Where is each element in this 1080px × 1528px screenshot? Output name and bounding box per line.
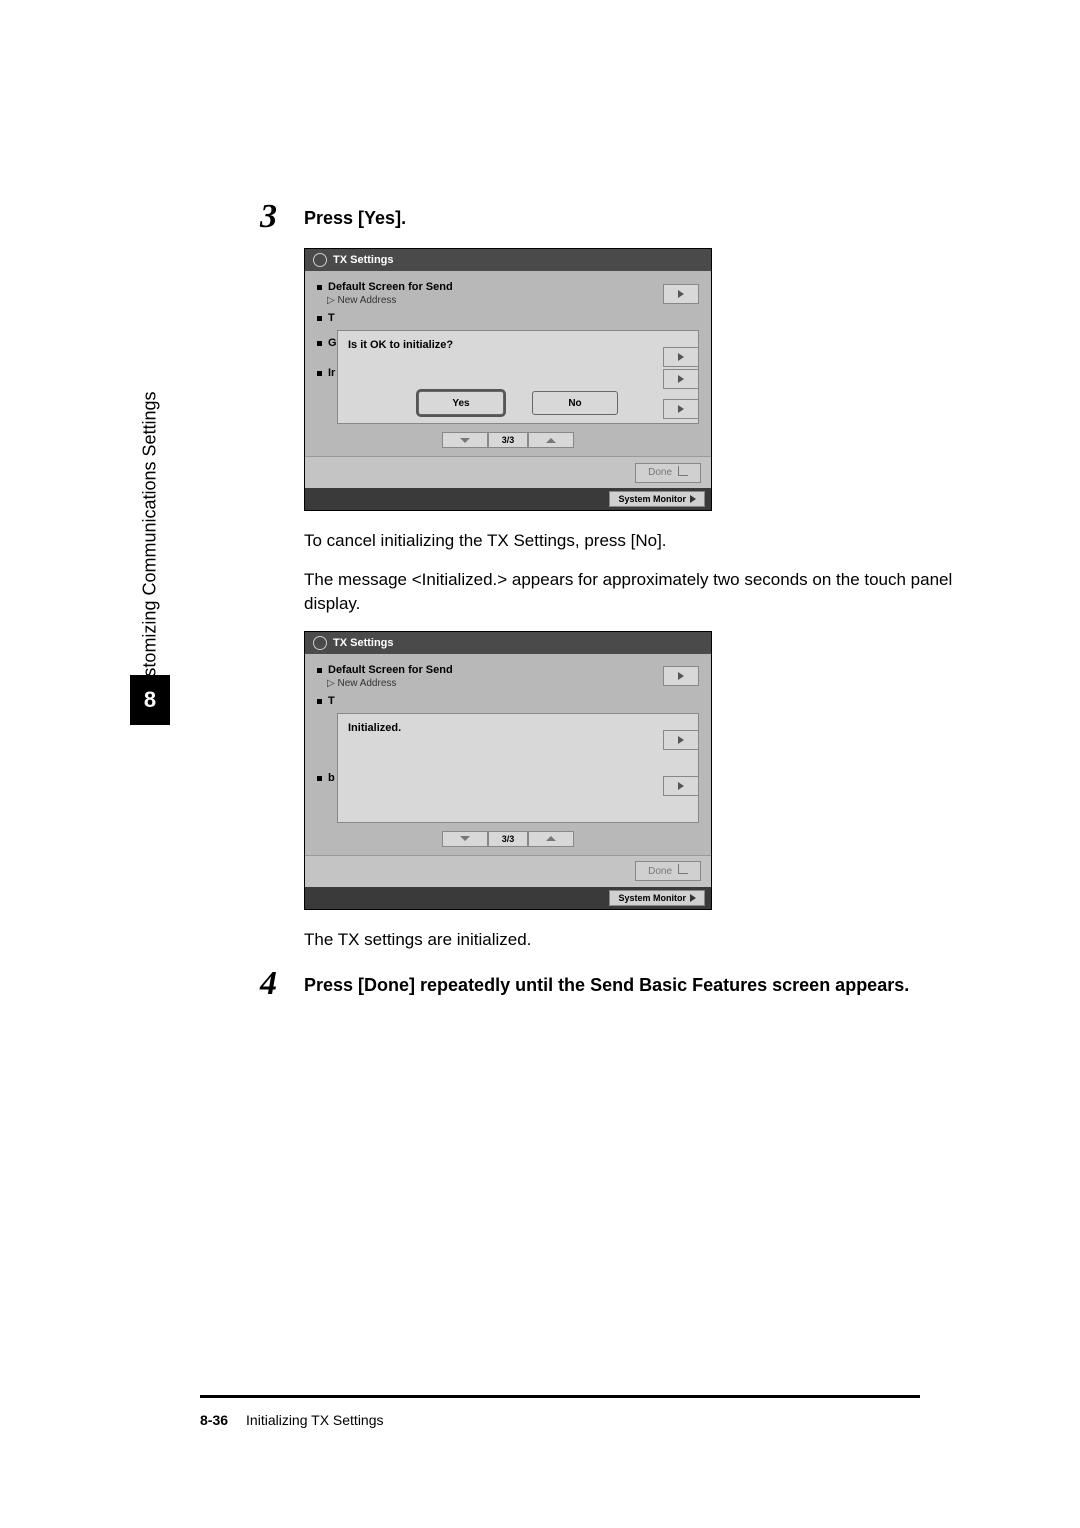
- confirm-dialog: Is it OK to initialize? Yes No: [337, 330, 699, 424]
- screenshot-confirm: TX Settings Default Screen for Send ▷ Ne…: [304, 248, 712, 511]
- setting-row-default: Default Screen for Send ▷ New Address: [317, 664, 699, 689]
- footer-rule: [200, 1395, 920, 1398]
- stub-label: T: [328, 695, 335, 707]
- body-cancel: To cancel initializing the TX Settings, …: [304, 529, 980, 554]
- return-icon: [678, 466, 688, 476]
- page-number: 8-36: [200, 1412, 228, 1428]
- setting-row-stub: T: [317, 312, 699, 324]
- triangle-down-icon: [460, 836, 470, 841]
- info-dialog: Initialized.: [337, 713, 699, 823]
- done-button[interactable]: Done: [635, 861, 701, 881]
- setting-value: ▷ New Address: [327, 295, 453, 306]
- footer: 8-36 Initializing TX Settings: [200, 1412, 384, 1428]
- stub-label: Ir: [328, 367, 335, 379]
- done-label: Done: [648, 866, 672, 877]
- arrow-button[interactable]: [663, 399, 699, 419]
- bullet-icon: [317, 341, 322, 346]
- setting-row-stub: b: [317, 772, 335, 784]
- screenshot-initialized: TX Settings Default Screen for Send ▷ Ne…: [304, 631, 712, 910]
- step-title: Press [Done] repeatedly until the Send B…: [304, 975, 909, 996]
- system-monitor-button[interactable]: System Monitor: [609, 890, 705, 906]
- pager-label: 3/3: [488, 432, 528, 448]
- arrow-button[interactable]: [663, 730, 699, 750]
- body-msg-appears: The message <Initialized.> appears for a…: [304, 568, 980, 617]
- chevron-right-icon: [690, 894, 696, 902]
- system-monitor-button[interactable]: System Monitor: [609, 491, 705, 507]
- step-3: 3 Press [Yes].: [260, 200, 980, 234]
- chevron-right-icon: [690, 495, 696, 503]
- chevron-right-icon: [678, 353, 684, 361]
- arrow-button[interactable]: [663, 284, 699, 304]
- chapter-label: Customizing Communications Settings: [140, 386, 161, 706]
- setting-row-default: Default Screen for Send ▷ New Address: [317, 281, 699, 306]
- pager-next-button[interactable]: [528, 432, 574, 448]
- chevron-right-icon: [678, 672, 684, 680]
- pager-next-button[interactable]: [528, 831, 574, 847]
- setting-label: Default Screen for Send: [328, 281, 453, 293]
- setting-value: ▷ New Address: [327, 678, 453, 689]
- body-initialized: The TX settings are initialized.: [304, 928, 980, 953]
- pager-prev-button[interactable]: [442, 432, 488, 448]
- stub-label: G: [328, 337, 337, 349]
- triangle-up-icon: [546, 836, 556, 841]
- chevron-right-icon: [678, 375, 684, 383]
- bullet-icon: [317, 285, 322, 290]
- step-number: 3: [260, 200, 290, 234]
- dialog-message: Initialized.: [348, 722, 688, 734]
- page: Customizing Communications Settings 8 3 …: [0, 0, 1080, 1528]
- pager: 3/3: [317, 831, 699, 847]
- chapter-number-box: 8: [130, 675, 170, 725]
- screenshot-body: Default Screen for Send ▷ New Address T …: [305, 271, 711, 456]
- setting-row-stub: Ir: [317, 367, 335, 379]
- gear-icon: [313, 253, 327, 267]
- bullet-icon: [317, 668, 322, 673]
- bullet-icon: [317, 316, 322, 321]
- system-bar: System Monitor: [305, 887, 711, 909]
- chevron-right-icon: [678, 736, 684, 744]
- return-icon: [678, 864, 688, 874]
- chevron-right-icon: [678, 782, 684, 790]
- arrow-button[interactable]: [663, 347, 699, 367]
- triangle-up-icon: [546, 438, 556, 443]
- setting-row-stub: G: [317, 337, 337, 349]
- gear-icon: [313, 636, 327, 650]
- screenshot-titlebar: TX Settings: [305, 632, 711, 654]
- side-tab: Customizing Communications Settings 8: [130, 385, 170, 725]
- step-title: Press [Yes].: [304, 208, 406, 229]
- footer-section: Initializing TX Settings: [246, 1412, 383, 1428]
- stub-label: T: [328, 312, 335, 324]
- stub-label: b: [328, 772, 335, 784]
- done-bar: Done: [305, 855, 711, 887]
- arrow-button[interactable]: [663, 369, 699, 389]
- done-label: Done: [648, 467, 672, 478]
- bullet-icon: [317, 699, 322, 704]
- arrow-button[interactable]: [663, 776, 699, 796]
- pager-prev-button[interactable]: [442, 831, 488, 847]
- arrow-button[interactable]: [663, 666, 699, 686]
- pager-label: 3/3: [488, 831, 528, 847]
- step-number: 4: [260, 967, 290, 1001]
- step-4: 4 Press [Done] repeatedly until the Send…: [260, 967, 980, 1001]
- bullet-icon: [317, 776, 322, 781]
- pager: 3/3: [317, 432, 699, 448]
- triangle-down-icon: [460, 438, 470, 443]
- chevron-right-icon: [678, 290, 684, 298]
- screenshot-title: TX Settings: [333, 254, 394, 266]
- done-bar: Done: [305, 456, 711, 488]
- system-bar: System Monitor: [305, 488, 711, 510]
- system-monitor-label: System Monitor: [618, 893, 686, 903]
- no-button[interactable]: No: [532, 391, 618, 415]
- screenshot-body: Default Screen for Send ▷ New Address T …: [305, 654, 711, 855]
- screenshot-titlebar: TX Settings: [305, 249, 711, 271]
- system-monitor-label: System Monitor: [618, 494, 686, 504]
- screenshot-title: TX Settings: [333, 637, 394, 649]
- bullet-icon: [317, 371, 322, 376]
- done-button[interactable]: Done: [635, 463, 701, 483]
- setting-row-stub: T: [317, 695, 699, 707]
- setting-label: Default Screen for Send: [328, 664, 453, 676]
- chevron-right-icon: [678, 405, 684, 413]
- yes-button[interactable]: Yes: [418, 391, 504, 415]
- dialog-message: Is it OK to initialize?: [348, 339, 688, 351]
- content: 3 Press [Yes]. TX Settings Default Scree…: [260, 200, 980, 1001]
